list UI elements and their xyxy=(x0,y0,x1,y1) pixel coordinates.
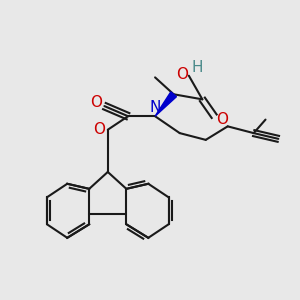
Text: O: O xyxy=(176,67,188,82)
Polygon shape xyxy=(155,92,176,116)
Text: N: N xyxy=(149,100,161,115)
Text: O: O xyxy=(217,112,229,127)
Text: O: O xyxy=(90,95,102,110)
Text: O: O xyxy=(93,122,105,137)
Text: H: H xyxy=(191,60,203,75)
